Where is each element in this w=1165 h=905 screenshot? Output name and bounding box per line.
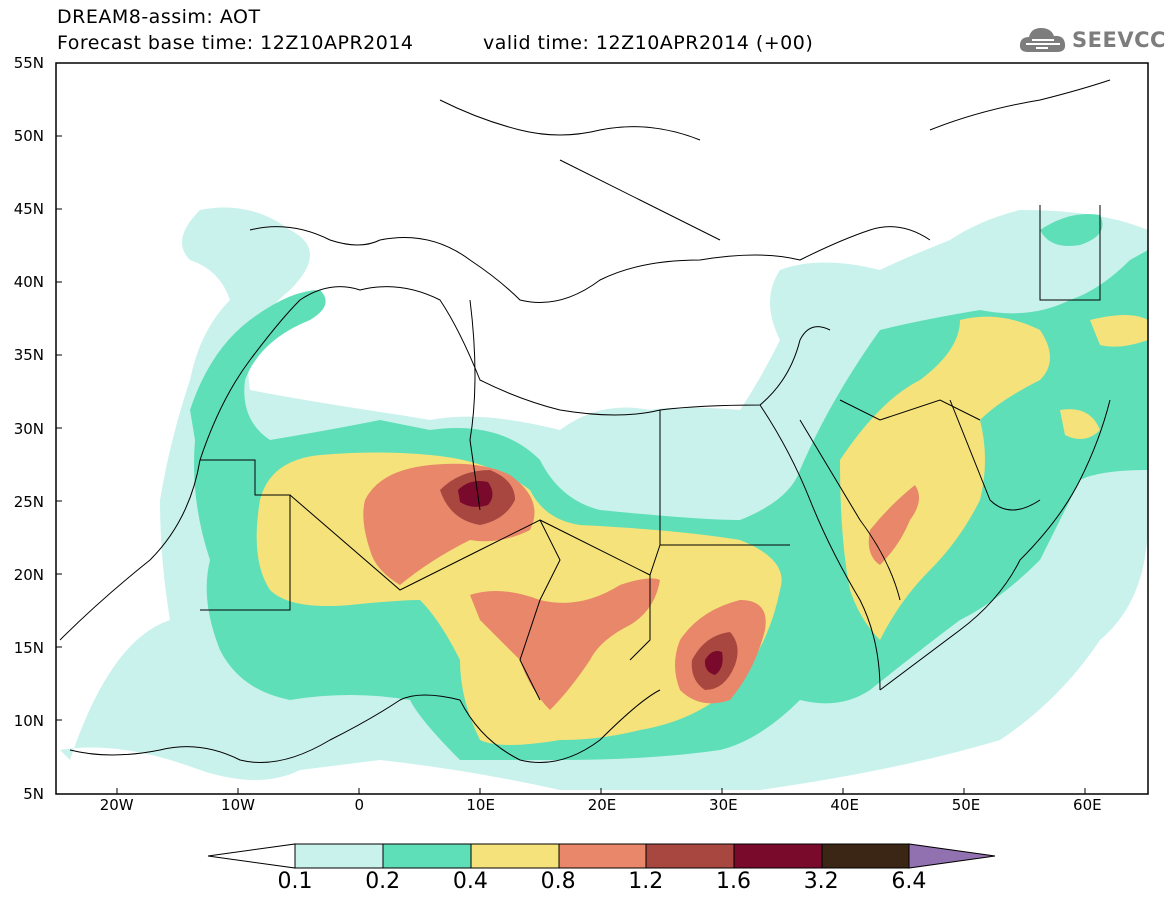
colorbar-under bbox=[207, 843, 296, 869]
seevccc-logo: SEEVCCC bbox=[1018, 22, 1165, 58]
colorbar-bin-0 bbox=[294, 843, 384, 869]
colorbar-bin-5 bbox=[733, 843, 823, 869]
colorbar-tick-label: 0.1 bbox=[277, 869, 313, 894]
colorbar-bin-1 bbox=[382, 843, 472, 869]
colorbar-bin-2 bbox=[470, 843, 560, 869]
lat-label: 5N bbox=[23, 785, 44, 803]
lon-label: 60E bbox=[1073, 796, 1102, 814]
map-title: DREAM8-assim: AOT bbox=[57, 6, 261, 28]
lat-label: 25N bbox=[13, 492, 44, 511]
aot-level-1.6 bbox=[458, 481, 493, 507]
coastlines bbox=[59, 79, 1111, 763]
colorbar-tick-label: 0.2 bbox=[365, 869, 401, 894]
colorbar-tick-label: 6.4 bbox=[891, 869, 927, 894]
colorbar-bin-6 bbox=[821, 843, 910, 869]
colorbar-tick-label: 3.2 bbox=[803, 869, 839, 894]
axis-ticks bbox=[56, 62, 1086, 794]
lat-label: 10N bbox=[13, 711, 44, 730]
lat-label: 35N bbox=[13, 346, 44, 365]
lat-label: 55N bbox=[13, 54, 44, 72]
aot-field bbox=[60, 207, 1148, 790]
lon-label: 40E bbox=[830, 796, 859, 814]
lat-label: 45N bbox=[13, 200, 44, 219]
logo-text: SEEVCCC bbox=[1072, 28, 1165, 52]
lat-label: 50N bbox=[13, 127, 44, 146]
lat-label: 30N bbox=[13, 419, 44, 438]
lon-label: 20W bbox=[99, 796, 134, 814]
colorbar-tick-label: 1.2 bbox=[628, 869, 664, 894]
lon-label: 20E bbox=[587, 796, 617, 814]
lon-label: 0 bbox=[354, 796, 365, 814]
colorbar-over bbox=[908, 843, 996, 869]
lon-label: 30E bbox=[709, 796, 738, 814]
colorbar-tick-label: 1.6 bbox=[716, 869, 751, 894]
lat-label: 20N bbox=[13, 565, 44, 584]
colorbar-tick-label: 0.4 bbox=[452, 869, 488, 894]
forecast-base-time: Forecast base time: 12Z10APR2014 bbox=[57, 32, 414, 54]
lon-label: 50E bbox=[951, 796, 981, 814]
lat-label: 40N bbox=[13, 273, 44, 292]
lat-label: 15N bbox=[13, 638, 44, 657]
lon-label: 10W bbox=[221, 796, 255, 814]
lon-label: 10E bbox=[466, 796, 495, 814]
colorbar-tick-label: 0.8 bbox=[540, 869, 576, 894]
aot-level-0.2 bbox=[190, 250, 1148, 760]
colorbar-bin-4 bbox=[645, 843, 735, 869]
cloud-icon bbox=[1019, 28, 1066, 52]
valid-time: valid time: 12Z10APR2014 (+00) bbox=[483, 32, 814, 54]
colorbar bbox=[207, 843, 996, 869]
colorbar-bin-3 bbox=[558, 843, 647, 869]
